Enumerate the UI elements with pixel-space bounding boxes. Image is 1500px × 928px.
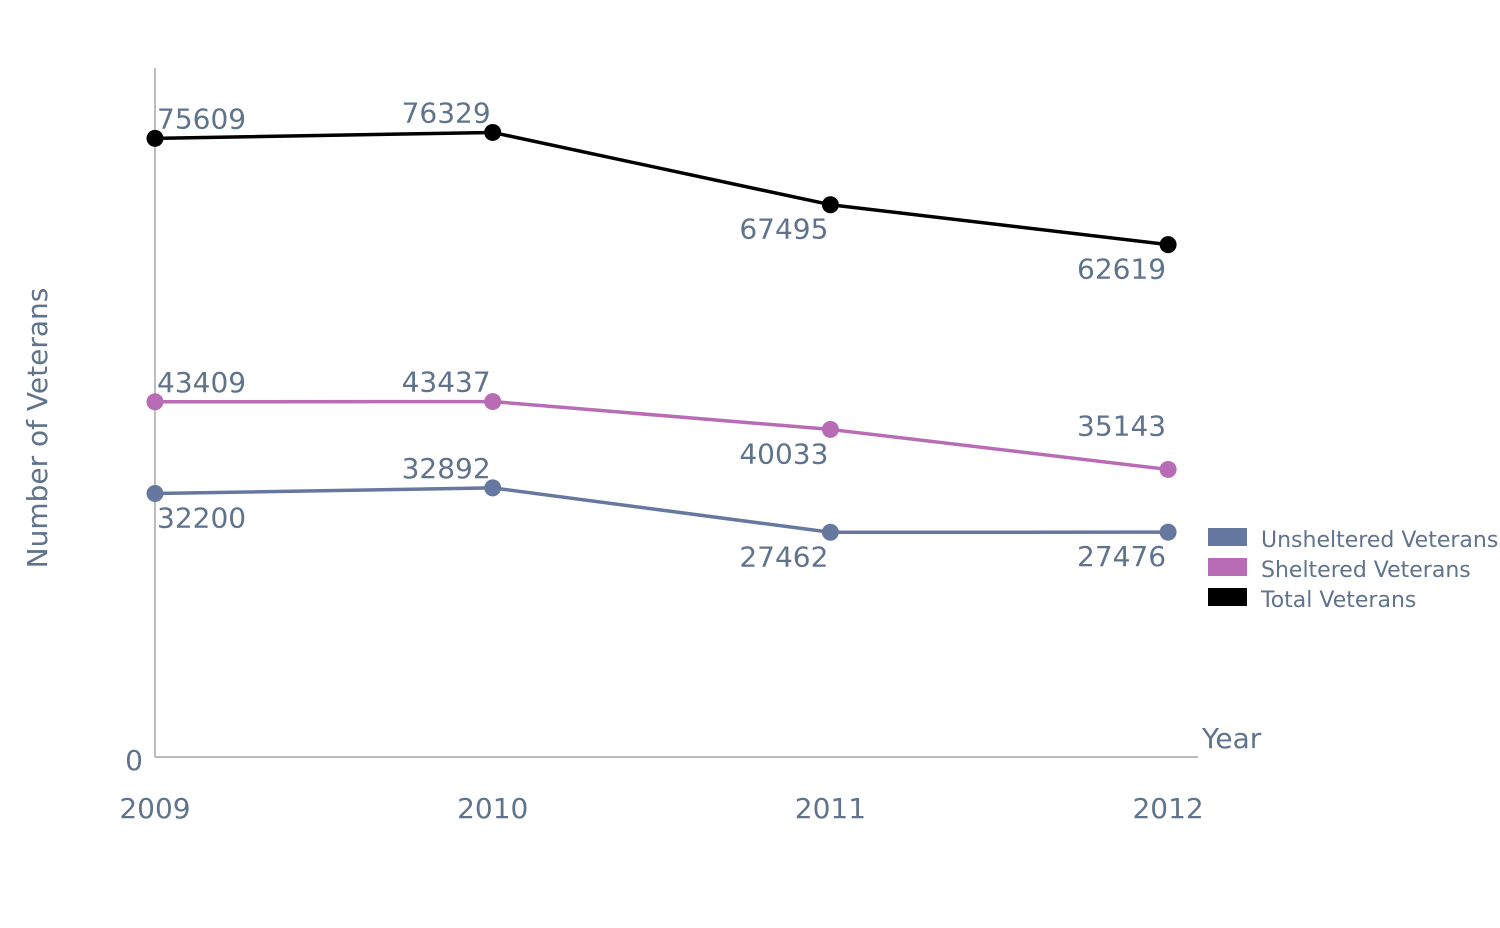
legend-label: Sheltered Veterans bbox=[1261, 558, 1471, 583]
data-label: 75609 bbox=[157, 102, 246, 135]
data-labels: 32200 32892 27462 27476 43409 43437 40033 35143… bbox=[157, 96, 1166, 573]
data-label: 43409 bbox=[157, 366, 246, 399]
series-layer bbox=[146, 123, 1177, 541]
data-label: 27462 bbox=[739, 540, 828, 573]
x-tick-label: 2012 bbox=[1132, 792, 1203, 825]
x-axis-title: Year bbox=[1201, 722, 1262, 755]
data-label: 43437 bbox=[402, 366, 491, 399]
series-unsheltered-veterans bbox=[146, 479, 1177, 541]
x-tick-labels: 2009 2010 2011 2012 bbox=[119, 792, 1203, 825]
data-label: 35143 bbox=[1077, 409, 1166, 442]
data-point bbox=[821, 420, 839, 438]
axes: 0 Number of Veterans Year bbox=[21, 68, 1262, 777]
series-sheltered-veterans bbox=[146, 393, 1177, 478]
data-point bbox=[1159, 460, 1177, 478]
legend-swatch bbox=[1208, 528, 1247, 546]
data-point bbox=[1159, 523, 1177, 541]
data-label: 67495 bbox=[739, 213, 828, 246]
x-tick-label: 2009 bbox=[119, 792, 190, 825]
data-point bbox=[484, 123, 502, 141]
legend-label: Unsheltered Veterans bbox=[1261, 528, 1498, 553]
data-label: 32892 bbox=[402, 452, 491, 485]
legend: Unsheltered Veterans Sheltered Veterans To… bbox=[1208, 528, 1498, 613]
data-label: 62619 bbox=[1077, 253, 1166, 286]
series-line bbox=[154, 486, 1169, 535]
data-point bbox=[146, 129, 164, 147]
data-point bbox=[484, 393, 502, 411]
data-point bbox=[484, 479, 502, 497]
x-tick-label: 2010 bbox=[457, 792, 528, 825]
data-point bbox=[821, 196, 839, 214]
series-total-veterans bbox=[146, 123, 1177, 254]
data-label: 40033 bbox=[739, 437, 828, 470]
series-line bbox=[154, 399, 1169, 472]
data-label: 27476 bbox=[1077, 540, 1166, 573]
legend-swatch bbox=[1208, 558, 1247, 576]
data-label: 32200 bbox=[157, 502, 246, 535]
legend-swatch bbox=[1208, 588, 1247, 606]
y-tick-label: 0 bbox=[125, 744, 143, 777]
y-axis-title: Number of Veterans bbox=[21, 288, 54, 569]
data-label: 76329 bbox=[402, 96, 491, 129]
x-tick-label: 2011 bbox=[795, 792, 866, 825]
series-line bbox=[154, 130, 1169, 247]
legend-label: Total Veterans bbox=[1260, 588, 1416, 613]
data-point bbox=[146, 485, 164, 503]
data-point bbox=[146, 393, 164, 411]
data-point bbox=[1159, 236, 1177, 254]
data-point bbox=[821, 523, 839, 541]
